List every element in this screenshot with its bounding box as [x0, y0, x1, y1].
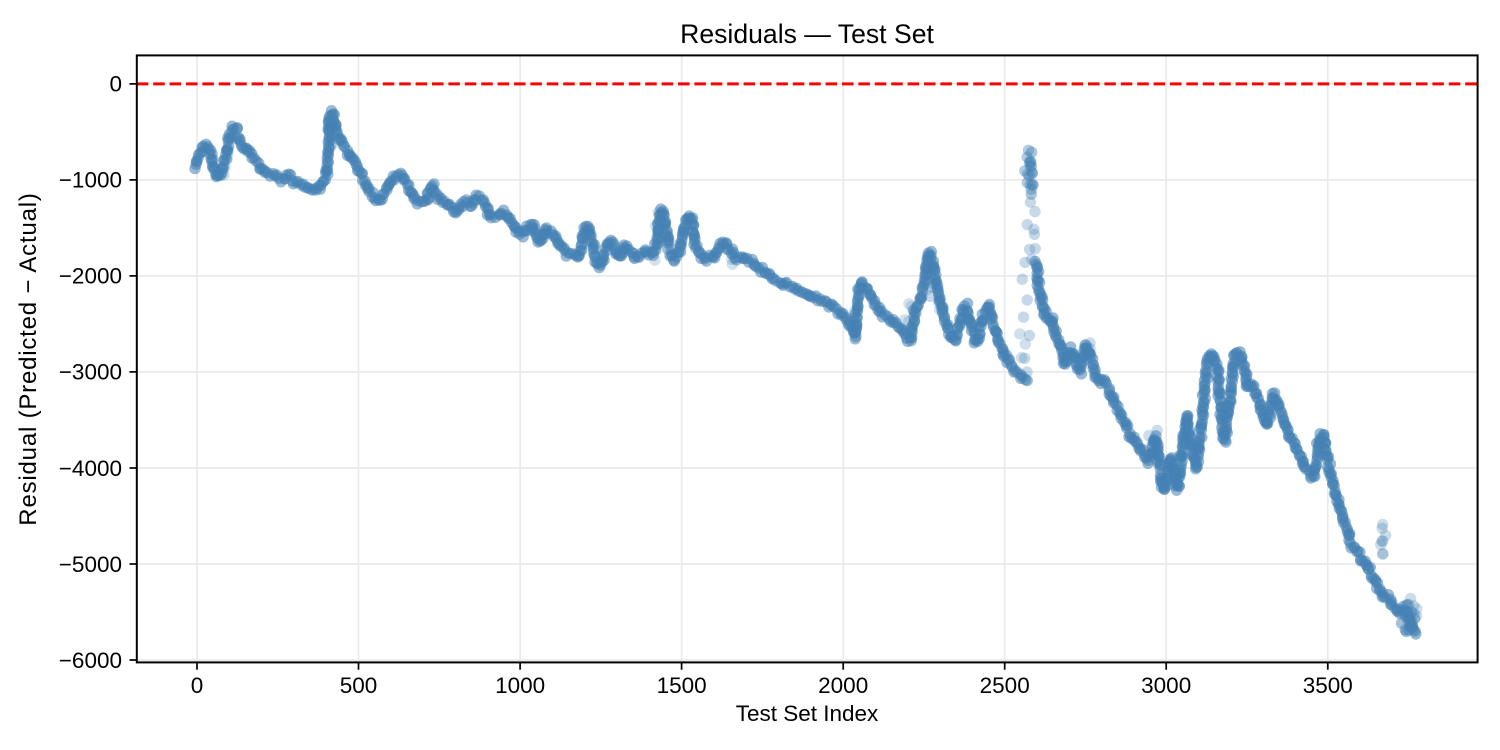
svg-text:−2000: −2000 [59, 264, 122, 289]
svg-text:Residuals — Test Set: Residuals — Test Set [680, 19, 934, 49]
svg-text:0: 0 [109, 72, 122, 97]
svg-text:500: 500 [340, 673, 378, 698]
svg-text:3500: 3500 [1303, 673, 1353, 698]
svg-text:2500: 2500 [980, 673, 1030, 698]
svg-text:0: 0 [191, 673, 204, 698]
svg-text:−3000: −3000 [59, 360, 122, 385]
svg-text:1000: 1000 [495, 673, 545, 698]
svg-text:2000: 2000 [818, 673, 868, 698]
svg-text:3000: 3000 [1141, 673, 1191, 698]
svg-text:1500: 1500 [657, 673, 707, 698]
svg-text:−4000: −4000 [59, 456, 122, 481]
svg-text:−6000: −6000 [59, 648, 122, 673]
svg-text:−1000: −1000 [59, 168, 122, 193]
svg-text:Test Set Index: Test Set Index [736, 701, 879, 726]
svg-text:Residual (Predicted − Actual): Residual (Predicted − Actual) [15, 192, 42, 525]
svg-text:−5000: −5000 [59, 552, 122, 577]
